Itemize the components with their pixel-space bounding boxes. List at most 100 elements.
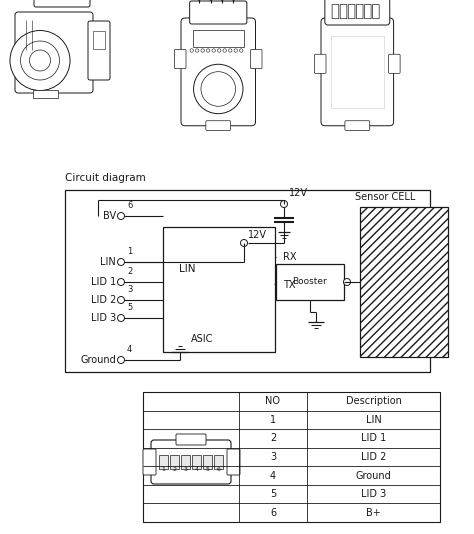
Circle shape	[228, 49, 232, 52]
FancyBboxPatch shape	[332, 4, 339, 19]
Bar	[203, 455, 212, 469]
Text: 2: 2	[127, 267, 132, 276]
Text: 4: 4	[194, 467, 199, 472]
Circle shape	[20, 41, 60, 80]
Text: TX: TX	[283, 280, 295, 290]
Circle shape	[218, 49, 221, 52]
Text: LID 3: LID 3	[361, 489, 386, 499]
Text: 12V: 12V	[289, 188, 308, 198]
FancyBboxPatch shape	[206, 121, 231, 130]
Bar	[214, 455, 223, 469]
Text: Description: Description	[346, 396, 401, 406]
FancyBboxPatch shape	[345, 121, 370, 130]
FancyBboxPatch shape	[325, 0, 390, 25]
FancyBboxPatch shape	[365, 4, 371, 19]
FancyBboxPatch shape	[227, 449, 240, 475]
FancyBboxPatch shape	[315, 54, 326, 73]
FancyBboxPatch shape	[389, 54, 400, 73]
Circle shape	[118, 279, 125, 286]
FancyBboxPatch shape	[340, 4, 347, 19]
Bar	[181, 455, 190, 469]
Text: LID 2: LID 2	[91, 295, 116, 305]
Bar	[192, 29, 244, 46]
FancyBboxPatch shape	[15, 12, 93, 93]
FancyBboxPatch shape	[34, 0, 90, 7]
Text: Circuit diagram: Circuit diagram	[65, 173, 146, 183]
FancyBboxPatch shape	[190, 1, 247, 24]
Circle shape	[223, 49, 227, 52]
Circle shape	[118, 258, 125, 265]
FancyBboxPatch shape	[151, 440, 231, 484]
Circle shape	[10, 30, 70, 90]
Text: 1: 1	[270, 415, 276, 425]
Text: Sensor CELL: Sensor CELL	[355, 192, 415, 202]
Circle shape	[190, 49, 193, 52]
FancyBboxPatch shape	[176, 434, 206, 445]
Circle shape	[118, 213, 125, 219]
FancyBboxPatch shape	[356, 4, 363, 19]
Text: 1: 1	[162, 467, 165, 472]
FancyBboxPatch shape	[321, 18, 393, 125]
Circle shape	[281, 200, 288, 208]
Text: 5: 5	[206, 467, 210, 472]
Bar	[163, 227, 275, 352]
Text: Ground: Ground	[356, 470, 392, 481]
FancyBboxPatch shape	[373, 4, 379, 19]
Bar	[33, 90, 58, 98]
FancyBboxPatch shape	[348, 4, 355, 19]
Text: 6: 6	[217, 467, 220, 472]
FancyBboxPatch shape	[250, 50, 262, 68]
Text: LIN: LIN	[179, 264, 195, 274]
Bar	[143, 392, 440, 522]
Text: 2: 2	[270, 434, 276, 443]
Text: RX: RX	[283, 252, 297, 262]
Circle shape	[118, 357, 125, 364]
Circle shape	[29, 50, 51, 71]
Text: LID 3: LID 3	[91, 313, 116, 323]
Text: 12V: 12V	[248, 230, 267, 240]
Bar	[192, 455, 201, 469]
Bar	[65, 190, 430, 372]
FancyBboxPatch shape	[174, 50, 186, 68]
Text: 5: 5	[270, 489, 276, 499]
Text: 2: 2	[173, 467, 176, 472]
Bar	[93, 31, 105, 49]
Text: 4: 4	[270, 470, 276, 481]
Text: 3: 3	[183, 467, 188, 472]
Circle shape	[240, 240, 247, 247]
Bar	[331, 36, 384, 107]
Text: ASIC: ASIC	[191, 334, 213, 344]
Text: 3: 3	[270, 452, 276, 462]
Circle shape	[201, 49, 204, 52]
Text: B+: B+	[366, 508, 381, 518]
Text: Ground: Ground	[80, 355, 116, 365]
Circle shape	[212, 49, 215, 52]
Text: 4: 4	[127, 345, 132, 354]
Text: 5: 5	[127, 303, 132, 312]
Bar	[276, 264, 344, 300]
Bar	[170, 455, 179, 469]
Bar	[159, 455, 168, 469]
Text: 3: 3	[127, 285, 132, 294]
Text: NO: NO	[265, 396, 281, 406]
Text: LIN: LIN	[365, 415, 382, 425]
FancyBboxPatch shape	[88, 21, 110, 80]
Text: BV: BV	[103, 211, 116, 221]
Text: 1: 1	[127, 247, 132, 256]
Bar	[360, 207, 448, 357]
Text: 6: 6	[270, 508, 276, 518]
Text: Booster: Booster	[292, 278, 328, 287]
Text: LIN: LIN	[100, 257, 116, 267]
Text: 6: 6	[127, 201, 132, 210]
FancyBboxPatch shape	[143, 449, 156, 475]
Circle shape	[344, 279, 350, 286]
Circle shape	[234, 49, 237, 52]
Circle shape	[239, 49, 243, 52]
Text: LID 1: LID 1	[91, 277, 116, 287]
Circle shape	[118, 315, 125, 321]
Circle shape	[195, 49, 199, 52]
Text: LID 2: LID 2	[361, 452, 386, 462]
Circle shape	[201, 72, 236, 106]
Circle shape	[193, 64, 243, 114]
Circle shape	[118, 296, 125, 303]
